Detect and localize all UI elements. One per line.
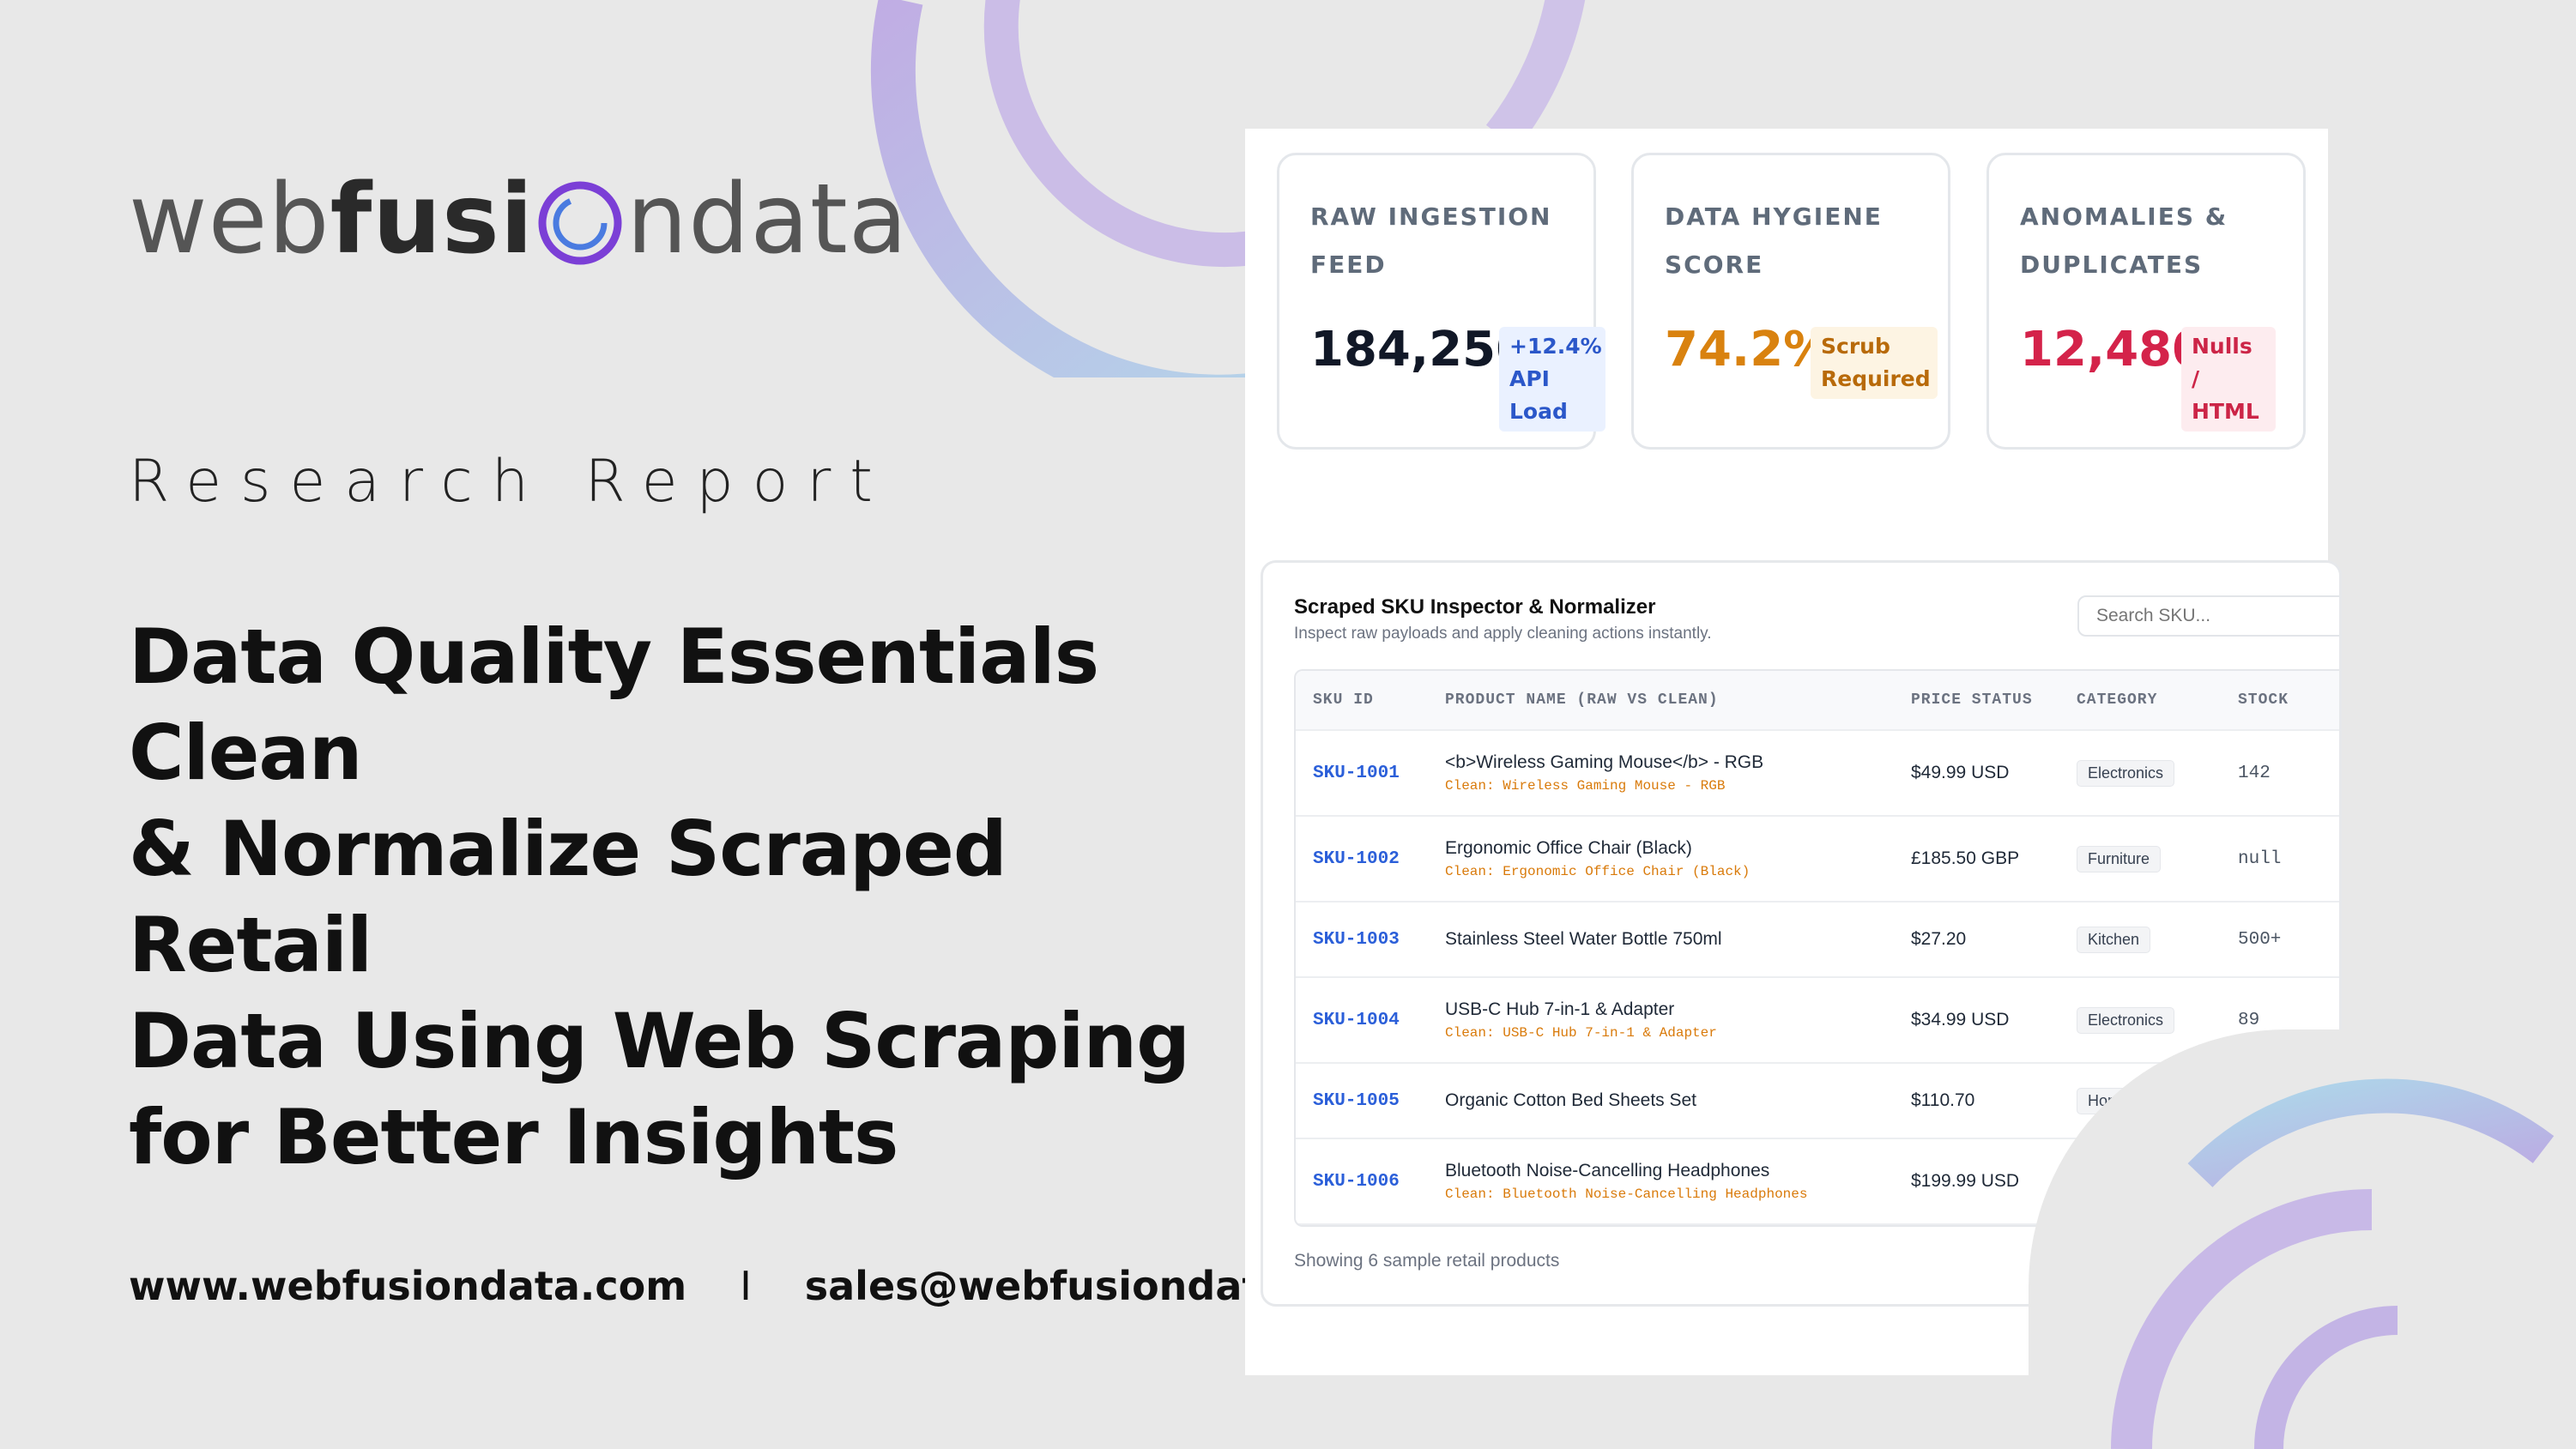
stock-value: 500+	[2238, 929, 2282, 950]
kpi-card-anomalies: ANOMALIES & DUPLICATES 12,480 Nulls / HT…	[1986, 153, 2306, 450]
kpi-label: DATA HYGIENE SCORE	[1665, 202, 1883, 279]
product-name-raw: Stainless Steel Water Bottle 750ml	[1445, 929, 1722, 949]
sku-table: SKU ID PRODUCT NAME (RAW VS CLEAN) PRICE…	[1294, 669, 2339, 1227]
price-status: $110.70	[1911, 1090, 1975, 1110]
column-header-product-name[interactable]: PRODUCT NAME (RAW VS CLEAN)	[1445, 691, 1719, 709]
inspector-subtitle: Inspect raw payloads and apply cleaning …	[1294, 625, 1712, 643]
stock-value: null	[2238, 848, 2282, 869]
headline-line-4: for Better Insights	[129, 1093, 898, 1181]
category-tag: Electronics	[2077, 759, 2175, 787]
contact-separator: I	[740, 1263, 752, 1309]
kpi-value: 12,480	[2020, 322, 2206, 377]
website-link[interactable]: www.webfusiondata.com	[129, 1263, 687, 1309]
table-footer-note: Showing 6 sample retail products	[1294, 1251, 1560, 1271]
research-report-kicker: Research Report	[129, 448, 892, 516]
table-row[interactable]: SKU-1001 <b>Wireless Gaming Mouse</b> - …	[1296, 731, 2339, 817]
table-row[interactable]: SKU-1003 Stainless Steel Water Bottle 75…	[1296, 903, 2339, 978]
product-name-raw: <b>Wireless Gaming Mouse</b> - RGB	[1445, 752, 1764, 772]
sku-inspector-card: Scraped SKU Inspector & Normalizer Inspe…	[1261, 560, 2342, 1307]
stock-value: 89	[2238, 1010, 2260, 1030]
kpi-strip: RAW INGESTION FEED 184,250 +12.4% API Lo…	[1245, 129, 2328, 480]
table-row[interactable]: SKU-1006 Bluetooth Noise-Cancelling Head…	[1296, 1139, 2339, 1225]
stock-value: 142	[2238, 763, 2271, 783]
product-name-raw: Ergonomic Office Chair (Black)	[1445, 838, 1692, 858]
product-name-raw: Bluetooth Noise-Cancelling Headphones	[1445, 1161, 1770, 1180]
category-tag: Furniture	[2077, 845, 2162, 872]
inspector-title: Scraped SKU Inspector & Normalizer	[1294, 595, 1656, 619]
column-header-price-status[interactable]: PRICE STATUS	[1911, 691, 2033, 709]
decorative-arc-bottom	[2029, 1029, 2576, 1449]
category-tag: Kitchen	[2077, 926, 2151, 953]
sku-link[interactable]: SKU-1005	[1313, 1090, 1400, 1111]
product-name-clean: Clean: USB-C Hub 7-in-1 & Adapter	[1445, 1025, 1717, 1041]
product-name-clean: Clean: Bluetooth Noise-Cancelling Headph…	[1445, 1186, 1808, 1202]
column-header-sku[interactable]: SKU ID	[1313, 691, 1374, 709]
kpi-badge: +12.4% API Load	[1499, 327, 1605, 432]
sku-link[interactable]: SKU-1001	[1313, 763, 1400, 783]
kpi-label: ANOMALIES & DUPLICATES	[2020, 202, 2228, 279]
page-headline: Data Quality Essentials Clean & Normaliz…	[129, 609, 1244, 1186]
sku-link[interactable]: SKU-1003	[1313, 929, 1400, 950]
table-row[interactable]: SKU-1004 USB-C Hub 7-in-1 & Adapter Clean…	[1296, 978, 2339, 1064]
logo-ring-icon	[535, 178, 625, 268]
table-row[interactable]: SKU-1002 Ergonomic Office Chair (Black) C…	[1296, 817, 2339, 903]
sku-link[interactable]: SKU-1006	[1313, 1171, 1400, 1192]
dashboard-preview: RAW INGESTION FEED 184,250 +12.4% API Lo…	[1245, 129, 2342, 1375]
sku-link[interactable]: SKU-1002	[1313, 848, 1400, 869]
logo-text-web: web	[129, 164, 330, 275]
category-tag: Electronics	[2077, 1006, 2175, 1034]
product-name-raw: USB-C Hub 7-in-1 & Adapter	[1445, 999, 1675, 1019]
kpi-value: 184,250	[1310, 322, 1530, 377]
sku-search-input[interactable]	[2079, 597, 2339, 635]
logo-text-fusi: fusi	[330, 164, 535, 275]
headline-line-1: Data Quality Essentials Clean	[129, 613, 1099, 797]
price-status: $34.99 USD	[1911, 1010, 2010, 1029]
kpi-label: RAW INGESTION FEED	[1310, 202, 1552, 279]
webfusiondata-logo: web fusi ndata	[129, 163, 908, 283]
contact-bar: www.webfusiondata.com I sales@webfusiond…	[129, 1263, 1394, 1309]
sku-link[interactable]: SKU-1004	[1313, 1010, 1400, 1030]
table-header-row: SKU ID PRODUCT NAME (RAW VS CLEAN) PRICE…	[1296, 671, 2339, 731]
kpi-card-raw-ingestion: RAW INGESTION FEED 184,250 +12.4% API Lo…	[1277, 153, 1605, 450]
price-status: $27.20	[1911, 929, 1967, 949]
sku-search[interactable]	[2077, 595, 2339, 637]
price-status: $49.99 USD	[1911, 763, 2010, 782]
column-header-stock[interactable]: STOCK	[2238, 691, 2289, 709]
price-status: £185.50 GBP	[1911, 848, 2020, 868]
logo-text-ndata: ndata	[626, 164, 909, 275]
headline-line-2: & Normalize Scraped Retail	[129, 805, 1007, 989]
kpi-value: 74.2%	[1665, 322, 1832, 377]
kpi-badge: Scrub Required	[1811, 327, 1938, 399]
table-row[interactable]: SKU-1005 Organic Cotton Bed Sheets Set $…	[1296, 1064, 2339, 1139]
kpi-badge: Nulls / HTML	[2181, 327, 2276, 432]
product-name-clean: Clean: Ergonomic Office Chair (Black)	[1445, 864, 1751, 879]
product-name-clean: Clean: Wireless Gaming Mouse - RGB	[1445, 778, 1726, 794]
kpi-card-data-hygiene: DATA HYGIENE SCORE 74.2% Scrub Required	[1631, 153, 1950, 450]
headline-line-3: Data Using Web Scraping	[129, 997, 1190, 1085]
price-status: $199.99 USD	[1911, 1171, 2020, 1191]
column-header-category[interactable]: CATEGORY	[2077, 691, 2158, 709]
product-name-raw: Organic Cotton Bed Sheets Set	[1445, 1090, 1697, 1110]
